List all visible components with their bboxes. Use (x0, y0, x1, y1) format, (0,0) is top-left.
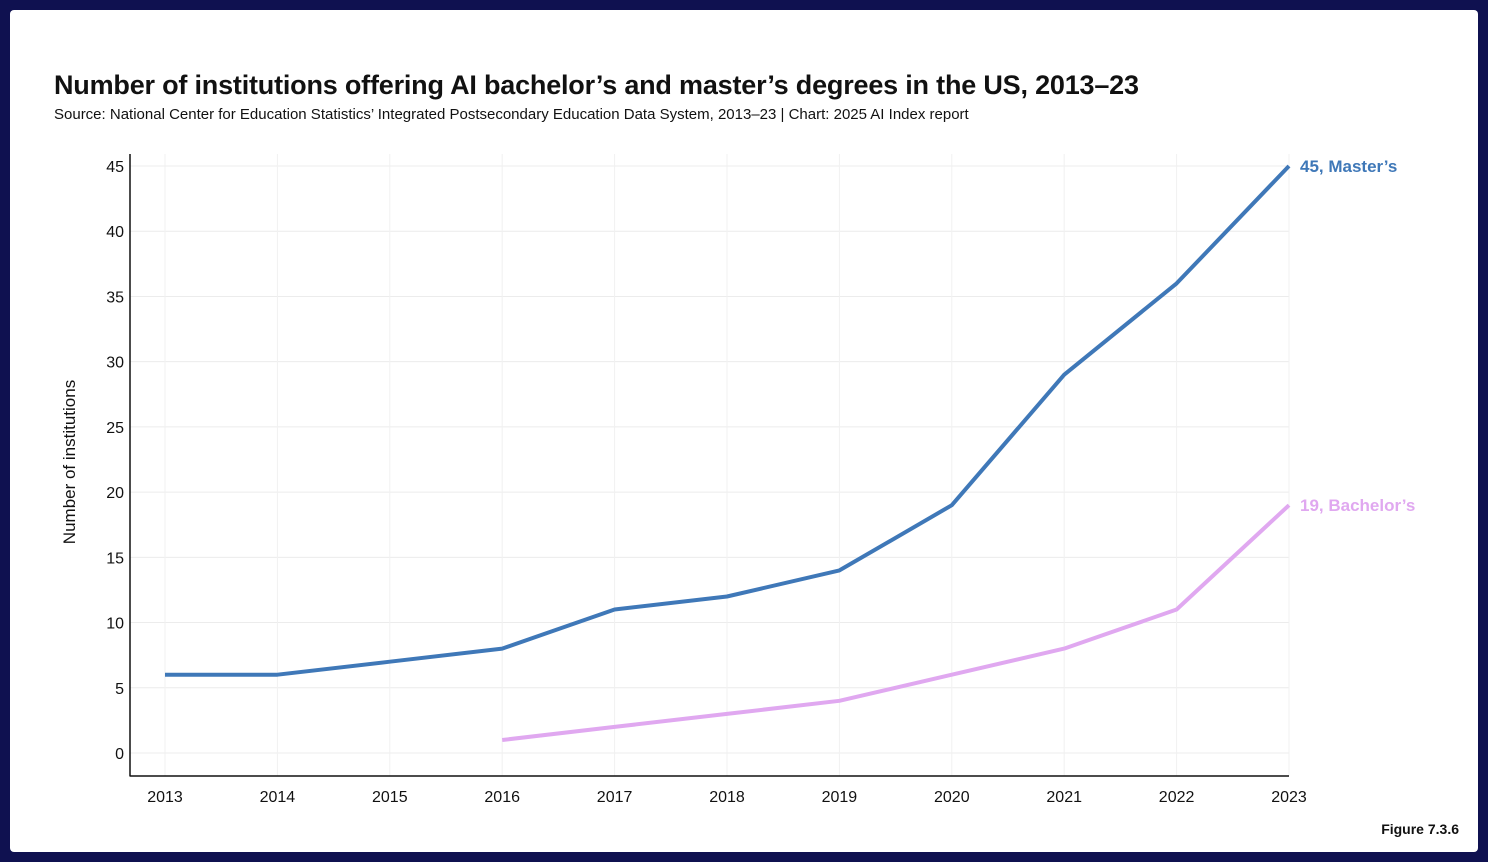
x-tick-label: 2017 (597, 789, 633, 806)
x-tick-label: 2013 (147, 789, 183, 806)
line-chart: 0 5 10 15 20 25 30 35 40 45 2013 2014 2015 2016 2017 20… (60, 154, 1415, 806)
y-tick-label: 35 (106, 289, 124, 306)
chart-card: Number of institutions offering AI bache… (10, 10, 1478, 852)
y-axis-title: Number of institutions (60, 380, 79, 544)
x-tick-label: 2014 (260, 789, 296, 806)
x-tick-label: 2021 (1046, 789, 1082, 806)
y-tick-label: 10 (106, 616, 124, 633)
series-lines (165, 164, 1291, 742)
series-end-label: 19, Bachelor’s (1300, 496, 1415, 515)
chart-subtitle: Source: National Center for Education St… (54, 106, 969, 123)
y-tick-label: 30 (106, 355, 124, 372)
chart-title: Number of institutions offering AI bache… (54, 70, 1139, 100)
x-tick-label: 2022 (1159, 789, 1195, 806)
grid-lines (130, 154, 1290, 776)
x-tick-label: 2020 (934, 789, 970, 806)
series-line-bachelor-s (501, 503, 1291, 742)
y-tick-label: 45 (106, 159, 124, 176)
y-tick-label: 20 (106, 485, 124, 502)
figure-label: Figure 7.3.6 (1381, 821, 1459, 837)
y-tick-label: 40 (106, 224, 124, 241)
y-tick-label: 25 (106, 420, 124, 437)
series-line-master-s (165, 164, 1291, 677)
x-tick-label: 2018 (709, 789, 745, 806)
x-tick-label: 2019 (822, 789, 858, 806)
y-tick-label: 0 (115, 746, 124, 763)
x-tick-label: 2023 (1271, 789, 1307, 806)
series-end-label: 45, Master’s (1300, 157, 1397, 176)
axes (129, 154, 1289, 777)
x-tick-label: 2015 (372, 789, 408, 806)
x-tick-label: 2016 (484, 789, 520, 806)
tick-labels: 0 5 10 15 20 25 30 35 40 45 2013 2014 2015 2016 2017 20… (106, 157, 1415, 806)
y-tick-label: 15 (106, 550, 124, 567)
y-tick-label: 5 (115, 681, 124, 698)
